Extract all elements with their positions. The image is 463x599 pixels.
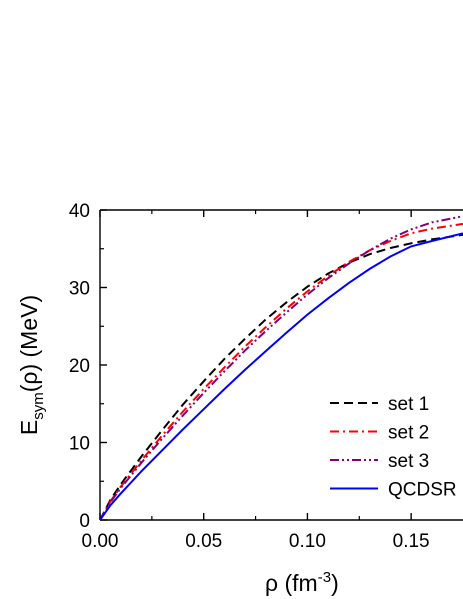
y-tick-label: 10 xyxy=(69,434,90,455)
series-line-3 xyxy=(100,215,463,520)
x-tick-label: 0.10 xyxy=(289,531,326,552)
series-layer xyxy=(100,215,463,520)
legend-label-4: QCDSR xyxy=(388,480,457,501)
legend-label-2: set 2 xyxy=(388,423,429,444)
legend-label-3: set 3 xyxy=(388,451,429,472)
y-tick-label: 30 xyxy=(69,279,90,300)
y-axis-title-text: Esym(ρ) (MeV) xyxy=(16,295,47,435)
y-tick-label: 0 xyxy=(79,511,90,532)
x-axis-title-text: ρ (fm-3) xyxy=(265,569,339,596)
x-axis-symbol: ρ xyxy=(265,570,278,596)
y-axis-rest: (ρ) (MeV) xyxy=(16,295,42,392)
x-axis-unit: fm xyxy=(292,570,318,596)
axes xyxy=(99,209,463,521)
x-tick-label: 0.15 xyxy=(393,531,430,552)
y-axis-main: E xyxy=(16,420,42,435)
x-axis-exponent: -3 xyxy=(318,569,331,586)
y-axis-title: Esym(ρ) (MeV) xyxy=(16,295,47,435)
series-line-4 xyxy=(100,232,463,520)
legend-label-1: set 1 xyxy=(388,394,429,415)
series-line-1 xyxy=(100,233,463,520)
tick-labels: 0.00 0.05 0.10 0.15 0 10 20 30 40 xyxy=(69,201,430,552)
legend: set 1 set 2 set 3 QCDSR xyxy=(330,394,457,501)
y-tick-label: 20 xyxy=(69,356,90,377)
y-tick-label: 40 xyxy=(69,201,90,222)
x-axis-title: ρ (fm-3) xyxy=(265,569,339,596)
x-tick-label: 0.05 xyxy=(185,531,222,552)
x-tick-label: 0.00 xyxy=(82,531,119,552)
y-axis-sub: sym xyxy=(30,392,47,420)
series-line-2 xyxy=(100,222,463,520)
